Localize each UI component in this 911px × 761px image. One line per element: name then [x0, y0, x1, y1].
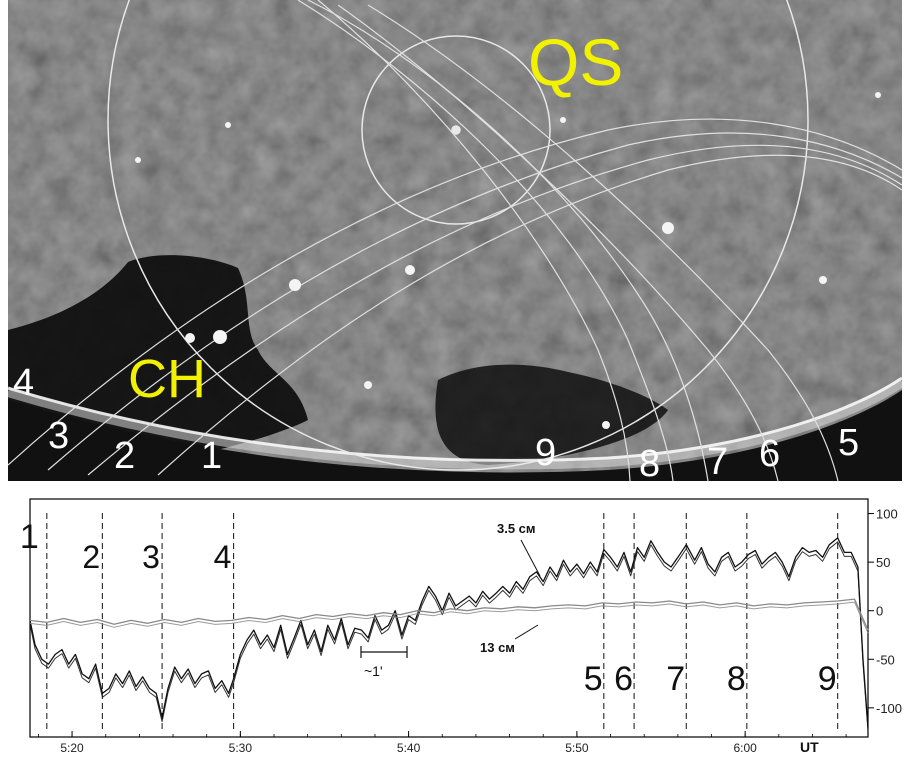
series-label-3-5cm: 3.5 см: [497, 521, 536, 536]
scan-marker-label-4: 4: [214, 539, 232, 575]
scan-number-3: 3: [48, 415, 69, 457]
y-tick-label: 100: [876, 507, 898, 522]
large-beam-circle: [107, 0, 809, 471]
y-tick-label: -100: [876, 701, 902, 716]
scale-bar: [360, 646, 408, 658]
x-tick-label: 6:00: [733, 741, 757, 755]
scan-number-2: 2: [114, 435, 135, 477]
series-line-0: [29, 537, 869, 728]
scan-marker-label-7: 7: [666, 660, 685, 698]
scan-marker-label-5: 5: [584, 660, 603, 698]
qs-label: QS: [528, 25, 623, 99]
scan-number-1: 1: [201, 435, 222, 477]
x-axis-unit-label: UT: [800, 739, 819, 755]
scan-marker-label-2: 2: [82, 539, 100, 575]
ch-label: CH: [128, 349, 206, 409]
y-tick-label: 0: [876, 604, 883, 619]
x-tick-label: 5:40: [397, 741, 421, 755]
scan-marker-label-6: 6: [614, 660, 633, 698]
scan-number-9: 9: [535, 432, 556, 474]
series-line-0-secondary: [29, 541, 869, 732]
plot-svg: 1 2 3 4 5 6 7 8 9 5:20 5:30 5:40 5:50 6:00 100 50 0 -50 -…: [20, 498, 902, 755]
coronal-hole-region-2: [435, 364, 668, 465]
y-tick-label: -50: [876, 652, 895, 667]
scan-arcs: [8, 0, 902, 481]
scan-number-7: 7: [707, 441, 728, 481]
y-tick-label: 50: [876, 555, 890, 570]
x-tick-label: 5:20: [60, 741, 84, 755]
series-line-1: [29, 598, 869, 631]
series-line-1-secondary: [29, 601, 869, 634]
scan-marker-label-3: 3: [142, 539, 160, 575]
x-tick-label: 5:30: [229, 741, 253, 755]
series-label-13cm: 13 см: [480, 640, 515, 655]
scan-marker-label-1: 1: [20, 518, 39, 556]
bright-points: [135, 92, 881, 429]
scan-number-6: 6: [759, 433, 780, 475]
plot-frame: [29, 498, 869, 738]
qs-center-dot: [451, 125, 461, 135]
solar-limb: [8, 390, 902, 481]
scan-marker-label-9: 9: [818, 660, 837, 698]
scan-number-4: 4: [13, 362, 34, 404]
qs-beam-circle: [361, 35, 551, 225]
scan-number-8: 8: [639, 443, 660, 481]
scan-marker-label-8: 8: [727, 660, 746, 698]
scale-bar-label: ~1': [364, 663, 383, 679]
solar-image-panel: QS CH 4 3 2 1 9 8 7 6 5: [8, 0, 902, 481]
x-tick-label: 5:50: [565, 741, 589, 755]
scan-number-5: 5: [838, 422, 859, 464]
